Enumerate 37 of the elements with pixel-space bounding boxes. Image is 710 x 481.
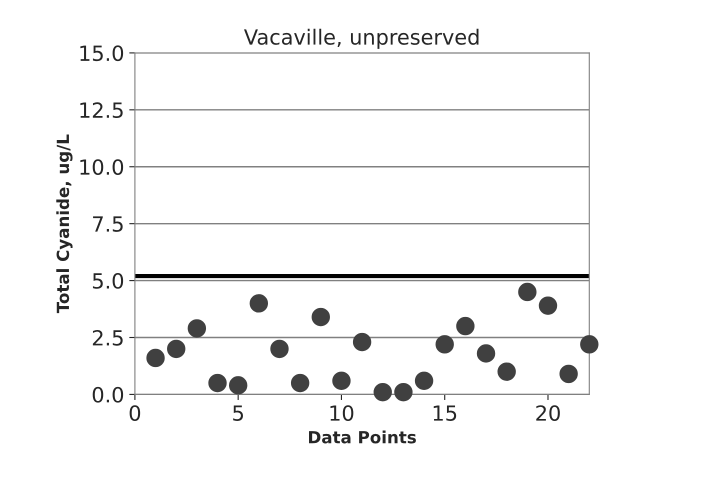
chart-title: Vacaville, unpreserved: [244, 28, 478, 49]
y-tick-label: 2.5: [92, 330, 123, 346]
x-tick-label: 15: [434, 405, 456, 421]
y-tick-label: 5.0: [92, 273, 124, 289]
point: [436, 335, 454, 354]
y-tick-label: 7.5: [93, 216, 123, 232]
point: [332, 372, 351, 390]
x-tick-label: 20: [536, 405, 560, 421]
point: [394, 382, 413, 402]
x-tick-label: 5: [233, 405, 243, 421]
point: [580, 335, 598, 354]
y-tick-label: 10.0: [80, 159, 124, 175]
point: [456, 316, 475, 336]
point: [208, 374, 227, 392]
point: [352, 332, 372, 352]
point: [476, 344, 496, 363]
y-axis-title: Total Cyanide, ug/L: [56, 134, 73, 314]
point: [167, 340, 186, 358]
point: [312, 308, 330, 326]
point: [250, 294, 268, 313]
y-tick-label: 12.5: [80, 102, 123, 118]
point: [518, 282, 537, 302]
y-tick-label: 15.0: [80, 45, 124, 62]
point: [188, 319, 206, 338]
point: [559, 364, 578, 384]
point: [497, 362, 516, 381]
x-axis-title: Data Points: [309, 430, 416, 444]
y-tick-label: 0.0: [92, 386, 124, 403]
point: [374, 382, 392, 402]
point: [414, 372, 434, 390]
point: [290, 374, 310, 392]
point: [270, 340, 289, 358]
point: [228, 376, 248, 394]
point: [146, 348, 165, 368]
x-tick-label: 10: [330, 405, 354, 421]
point: [538, 296, 558, 315]
x-tick-label: 0: [130, 405, 140, 421]
